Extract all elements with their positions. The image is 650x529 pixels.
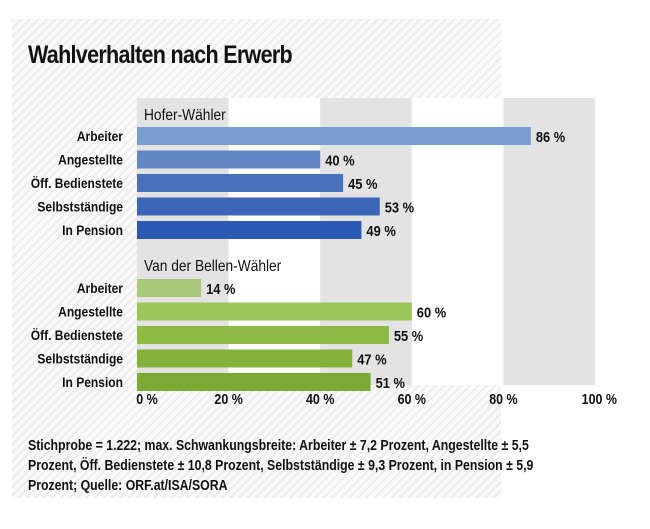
bar: [137, 326, 389, 344]
bar: [137, 373, 371, 391]
group-title: Hofer-Wähler: [144, 106, 226, 124]
value-label: 86 %: [536, 128, 566, 145]
value-label: 53 %: [385, 199, 415, 216]
value-label: 60 %: [417, 304, 447, 321]
bar-chart: Hofer-Wähler Arbeiter 86 % Angestellte 40 % Ö…: [31, 98, 617, 407]
category-label: Angestellte: [58, 152, 123, 168]
footnote-line: Stichprobe = 1.222; max. Schwankungsbrei…: [28, 438, 529, 454]
category-label: Öff. Bedienstete: [31, 327, 123, 343]
bar: [137, 174, 344, 192]
value-label: 51 %: [376, 374, 406, 391]
value-label: 45 %: [348, 175, 378, 192]
category-label: Arbeiter: [77, 128, 123, 144]
footnote-line: Prozent; Quelle: ORF.at/ISA/SORA: [28, 478, 228, 494]
footnote-line: Prozent, Öff. Bedienstete ± 10,8 Prozent…: [28, 458, 534, 474]
bar: [137, 127, 531, 145]
x-tick-label: 0 %: [136, 391, 157, 407]
x-tick-label: 80 %: [489, 391, 517, 407]
background-band: [503, 98, 595, 385]
x-tick-label: 60 %: [398, 391, 426, 407]
x-tick-label: 100 %: [582, 391, 617, 407]
value-label: 14 %: [206, 280, 236, 297]
chart-title: Wahlverhalten nach Erwerb: [28, 41, 293, 69]
category-label: In Pension: [62, 222, 123, 238]
category-label: In Pension: [62, 374, 123, 390]
x-tick-label: 40 %: [306, 391, 334, 407]
category-label: Arbeiter: [77, 280, 123, 296]
x-tick-label: 20 %: [214, 391, 242, 407]
value-label: 47 %: [357, 351, 387, 368]
group-title: Van der Bellen-Wähler: [144, 257, 281, 275]
category-label: Öff. Bedienstete: [31, 175, 123, 191]
category-label: Selbstständige: [37, 351, 123, 367]
footnote: Stichprobe = 1.222; max. Schwankungsbrei…: [28, 436, 544, 496]
category-label: Selbstständige: [37, 199, 123, 215]
bar: [137, 349, 353, 368]
bar: [137, 302, 412, 321]
value-label: 55 %: [394, 327, 424, 344]
bar: [137, 279, 202, 297]
bar: [137, 150, 321, 169]
category-label: Angestellte: [58, 304, 123, 320]
value-label: 49 %: [366, 222, 396, 239]
background-band: [411, 98, 504, 385]
bar: [137, 197, 380, 216]
bar: [137, 221, 362, 239]
value-label: 40 %: [325, 152, 355, 169]
